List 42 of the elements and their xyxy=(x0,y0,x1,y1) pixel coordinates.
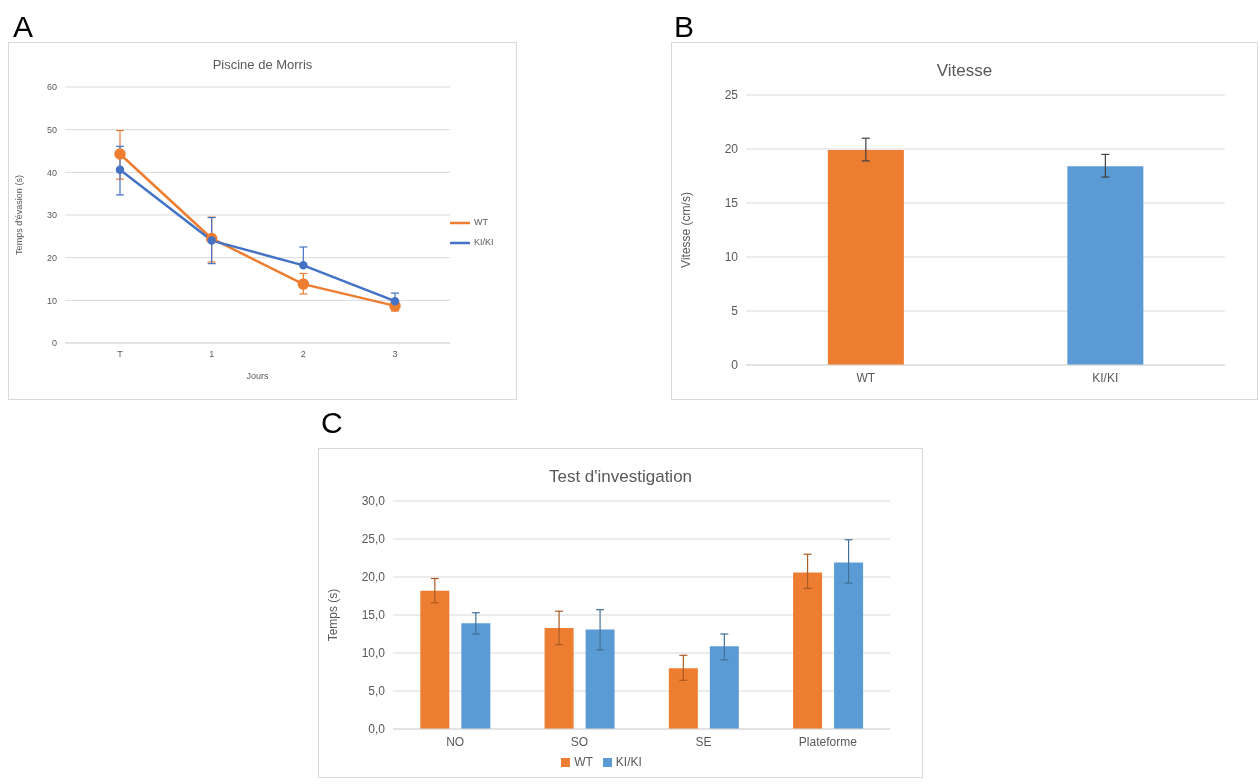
y-tick-label: 40 xyxy=(46,167,57,178)
chart-title: Test d'investigation xyxy=(547,467,694,488)
y-tick-label: 20 xyxy=(46,252,57,263)
x-tick-label: 3 xyxy=(392,349,398,360)
y-tick-label: 5 xyxy=(731,304,739,319)
y-tick-label: 30,0 xyxy=(361,494,386,509)
y-tick-label: 20 xyxy=(724,142,739,157)
y-axis-title: Temps d'évasion (s) xyxy=(14,175,25,255)
y-axis-title: Vitesse (cm/s) xyxy=(679,192,694,268)
y-tick-label: 5,0 xyxy=(368,684,386,699)
chart-title: Piscine de Morris xyxy=(211,57,314,74)
x-tick-label: T xyxy=(117,349,124,360)
x-axis-title: Jours xyxy=(246,371,269,381)
x-tick-label: SO xyxy=(570,734,589,749)
x-tick-label: SE xyxy=(695,734,712,749)
text: C xyxy=(321,406,343,439)
y-tick-label: 25 xyxy=(724,88,739,103)
text: A xyxy=(13,10,34,43)
y-tick-label: 10,0 xyxy=(361,646,386,661)
y-tick-label: 0,0 xyxy=(368,722,386,737)
legend-label: WT xyxy=(474,217,488,228)
x-tick-label: NO xyxy=(446,734,465,749)
chart-title: Vitesse xyxy=(935,61,994,82)
legend-label: WT xyxy=(574,755,593,769)
y-tick-label: 15,0 xyxy=(361,608,386,623)
y-tick-label: 0 xyxy=(731,358,739,373)
legend-label: KI/KI xyxy=(615,755,642,769)
y-tick-label: 15 xyxy=(724,196,739,211)
y-tick-label: 50 xyxy=(46,124,57,135)
x-tick-label: 2 xyxy=(300,349,306,360)
y-tick-label: 10 xyxy=(46,295,57,306)
y-tick-label: 25,0 xyxy=(361,532,386,547)
x-tick-label: 1 xyxy=(209,349,215,360)
legend-label: KI/KI xyxy=(474,237,494,248)
x-tick-label: Plateforme xyxy=(798,734,858,749)
y-axis-title: Temps (s) xyxy=(326,588,341,642)
y-tick-label: 60 xyxy=(46,82,57,93)
y-tick-label: 0 xyxy=(51,338,57,349)
y-tick-label: 30 xyxy=(46,210,57,221)
y-tick-label: 20,0 xyxy=(361,570,386,585)
y-tick-label: 10 xyxy=(724,250,739,265)
text: B xyxy=(674,10,695,43)
